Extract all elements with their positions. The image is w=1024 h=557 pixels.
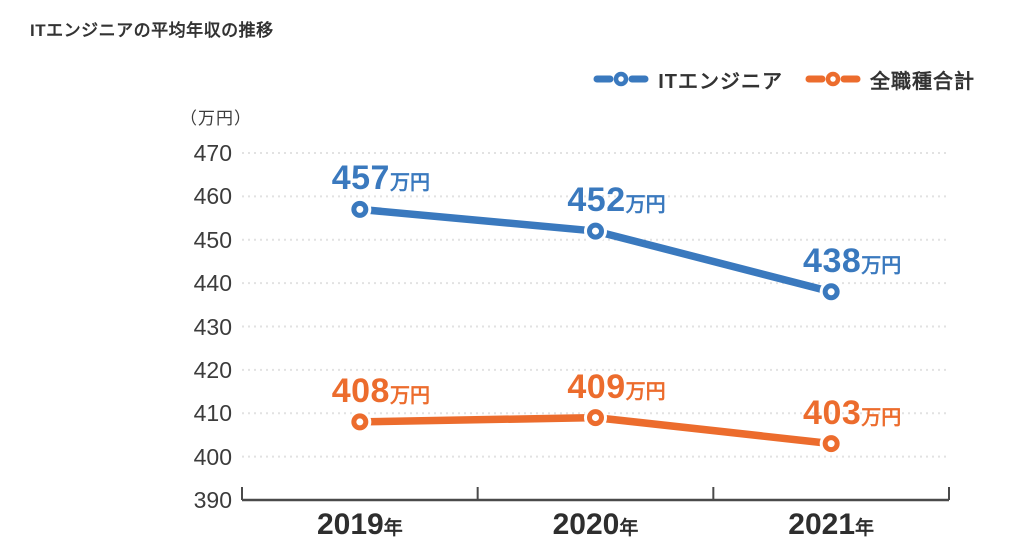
data-label-value: 452	[567, 181, 626, 220]
y-axis-unit-label: （万円）	[180, 109, 252, 128]
data-label-unit: 万円	[389, 172, 430, 195]
data-point-marker	[587, 409, 604, 427]
data-point-label: 408万円	[332, 373, 430, 409]
data-label-value: 408	[331, 371, 390, 410]
y-axis-tick-label: 440	[193, 270, 232, 297]
legend-label: 全職種合計	[870, 70, 975, 93]
data-label-unit: 万円	[625, 194, 666, 217]
data-point-label: 438万円	[803, 243, 901, 279]
data-point-marker	[822, 283, 840, 301]
data-point-label: 457万円	[332, 160, 430, 196]
x-tick-unit: 年	[383, 518, 403, 539]
legend: ITエンジニア 全職種合計	[593, 64, 975, 94]
x-tick-year: 2019	[316, 508, 384, 541]
data-point-label: 403万円	[803, 395, 901, 431]
data-point-marker	[351, 200, 369, 218]
x-tick-year: 2020	[552, 508, 620, 541]
x-axis-tick-label: 2020年	[553, 508, 639, 547]
y-axis-tick-label: 400	[193, 443, 232, 470]
y-axis-tick-label: 470	[193, 140, 232, 166]
y-axis-tick-label: 390	[193, 487, 232, 513]
x-tick-unit: 年	[619, 518, 639, 539]
data-label-unit: 万円	[861, 254, 902, 277]
x-tick-unit: 年	[855, 518, 875, 539]
data-label-unit: 万円	[861, 406, 902, 429]
x-axis-tick-label: 2021年	[788, 508, 874, 547]
data-label-value: 457	[331, 159, 390, 198]
data-point-marker	[587, 222, 604, 240]
data-point-marker	[351, 413, 369, 431]
x-axis-tick-label: 2019年	[317, 508, 403, 547]
data-point-label: 409万円	[567, 369, 665, 405]
data-label-value: 438	[803, 241, 862, 280]
chart-title: ITエンジニアの平均年収の推移	[30, 21, 274, 40]
data-point-marker	[822, 435, 840, 453]
data-label-unit: 万円	[389, 384, 430, 407]
y-axis-tick-label: 420	[193, 356, 232, 383]
legend-line-marker-icon	[805, 71, 861, 87]
data-point-label: 452万円	[567, 182, 665, 218]
y-axis-tick-label: 430	[193, 313, 232, 340]
data-label-value: 409	[567, 367, 626, 406]
x-tick-year: 2021	[788, 508, 856, 541]
data-label-unit: 万円	[625, 380, 666, 403]
legend-label: ITエンジニア	[658, 70, 783, 93]
y-axis-tick-label: 450	[193, 226, 232, 253]
y-axis-tick-label: 410	[193, 400, 232, 427]
legend-item: 全職種合計	[805, 65, 975, 94]
legend-line-marker-icon	[593, 71, 649, 87]
legend-item: ITエンジニア	[593, 65, 783, 94]
data-label-value: 403	[803, 393, 862, 432]
y-axis-tick-label: 460	[193, 183, 232, 210]
